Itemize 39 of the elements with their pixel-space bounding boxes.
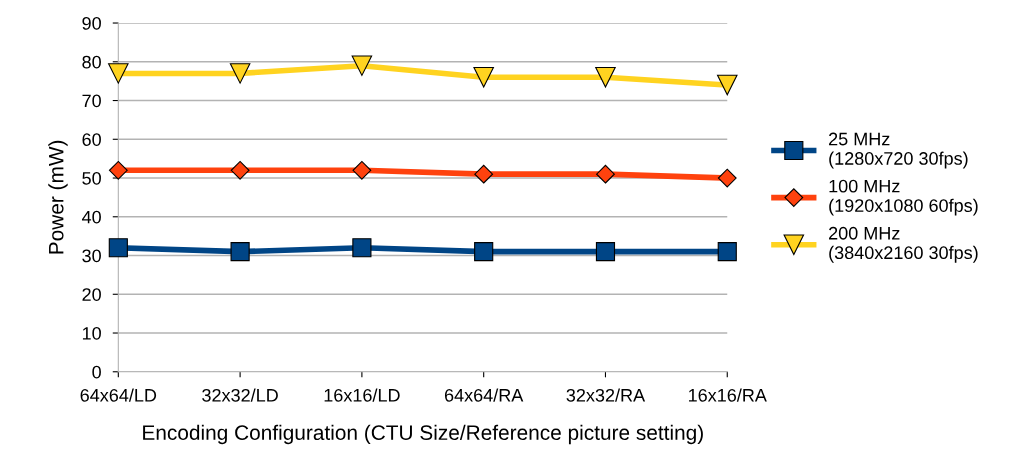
point — [596, 164, 615, 184]
y-tick-label: 50 — [82, 171, 101, 185]
point — [230, 160, 250, 180]
legend-label: 25 MHz (1280x720 30fps) — [829, 132, 968, 169]
point — [474, 164, 494, 184]
point — [717, 242, 737, 262]
x-tick-label: 16x16/RA — [688, 388, 767, 402]
x-axis-title: Encoding Configuration (CTU Size/Reference picture setting) — [143, 424, 703, 445]
y-tick-label: 70 — [82, 94, 101, 108]
point — [351, 55, 373, 76]
y-tick-label: 20 — [82, 288, 101, 301]
point — [108, 160, 128, 180]
y-tick-label: 80 — [82, 55, 101, 69]
point — [108, 238, 128, 258]
point — [717, 168, 737, 188]
point — [230, 242, 250, 262]
point — [474, 242, 494, 262]
point — [229, 63, 251, 84]
x-tick-label: 64x64/RA — [444, 388, 524, 402]
x-tick-label: 16x16/LD — [324, 388, 400, 402]
legend-label: 100 MHz (1920x1080 60fps) — [829, 179, 978, 216]
point — [352, 238, 372, 258]
y-axis-title: Power (mW) — [48, 140, 68, 254]
point — [473, 67, 494, 88]
point — [595, 242, 616, 262]
x-tick-label: 64x64/LD — [80, 388, 157, 402]
point — [595, 67, 616, 88]
y-tick-label: 60 — [82, 133, 101, 146]
legend-label: 200 MHz (3840x2160 30fps) — [829, 226, 978, 263]
point — [352, 160, 372, 180]
y-tick-label: 30 — [82, 249, 101, 263]
y-tick-label: 0 — [92, 365, 101, 379]
y-tick-label: 40 — [81, 210, 101, 224]
x-tick-label: 32x32/LD — [202, 388, 278, 402]
x-tick-label: 32x32/RA — [566, 388, 646, 402]
point — [108, 63, 129, 84]
y-tick-label: 10 — [82, 326, 101, 340]
y-tick-label: 90 — [82, 16, 101, 30]
point — [716, 74, 738, 96]
